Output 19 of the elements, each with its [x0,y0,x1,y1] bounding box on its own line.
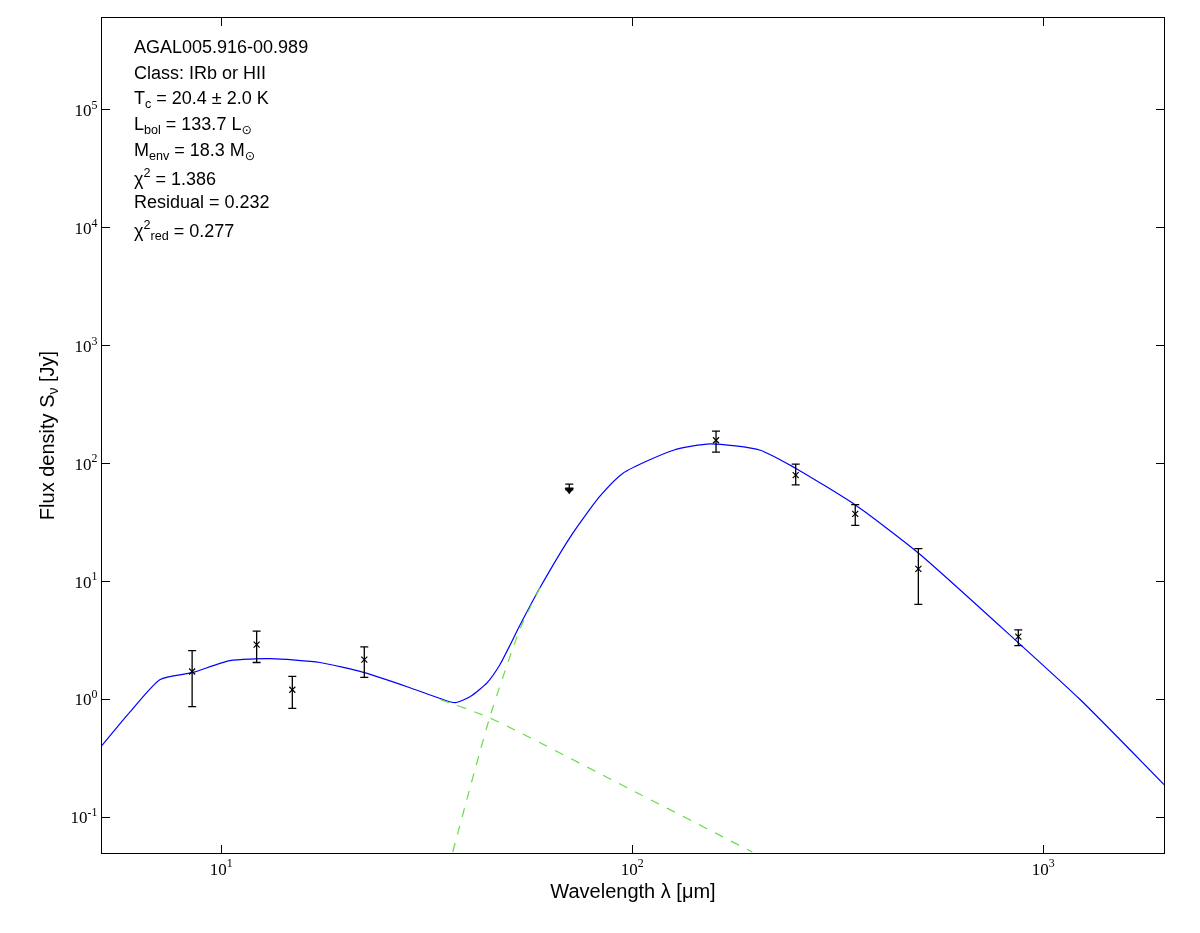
x-tick-label: 10$^{3}$ [1031,856,1055,879]
annotation: Residual = 0.232 [134,192,270,212]
y-tick-label: 10$^{3}$ [74,333,98,356]
annotation: AGAL005.916-00.989 [134,37,309,57]
y-tick-label: 10$^{-1}$ [70,805,98,828]
y-tick-label: 10$^{2}$ [74,451,98,474]
annotation: χ$^{2}$ = 1.386 [134,166,217,189]
y-tick-label: 10$^{5}$ [74,97,98,120]
annotation: L$_{bol}$ = 133.7 L$_{⊙}$ [134,114,252,137]
x-tick-label: 10$^{1}$ [209,856,233,879]
annotation: χ$^{2}$$_{red}$ = 0.277 [134,218,235,244]
y-tick-label: 10$^{0}$ [74,687,98,710]
y-tick-label: 10$^{1}$ [74,569,98,592]
annotation: M$_{env}$ = 18.3 M$_{⊙}$ [134,140,256,163]
y-tick-label: 10$^{4}$ [74,215,98,238]
x-axis-title: Wavelength λ [μm] [550,880,716,902]
annotation: Class: IRb or HII [134,63,267,83]
x-tick-label: 10$^{2}$ [620,856,644,879]
annotation: T$_{c}$ = 20.4 ± 2.0 K [134,88,269,111]
